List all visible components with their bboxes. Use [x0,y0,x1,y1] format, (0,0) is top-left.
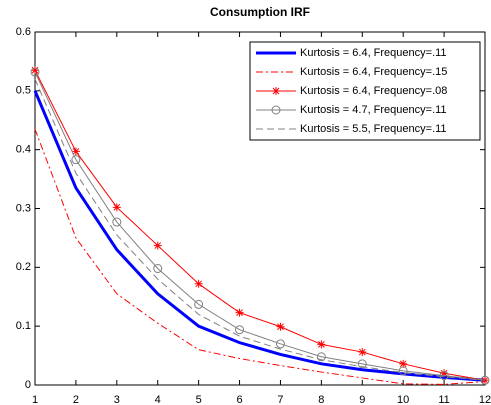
marker [439,371,449,381]
marker [358,348,367,357]
x-tick-label: 8 [318,394,324,405]
series-line [34,71,486,381]
series-line [33,90,486,382]
x-tick-label: 4 [155,394,161,405]
marker [398,366,408,376]
marker [271,105,281,115]
series-line [34,78,486,381]
x-tick-label: 3 [114,394,120,405]
legend-label: Kurtosis = 5.5, Frequency=.11 [300,123,447,135]
x-tick-label: 9 [359,394,365,405]
marker [235,325,245,335]
y-tick-label: 0.1 [16,320,31,332]
marker [399,359,408,368]
marker [440,369,449,378]
marker [275,339,285,349]
legend-label: Kurtosis = 6.4, Frequency=.15 [300,66,447,78]
y-tick-label: 0.3 [16,202,31,214]
x-tick-label: 1 [32,394,38,405]
marker [316,352,326,362]
x-tick-label: 10 [397,394,409,405]
marker [30,67,40,77]
marker [276,322,285,331]
legend-label: Kurtosis = 6.4, Frequency=.11 [300,47,447,59]
x-tick-label: 11 [438,394,449,405]
chart-title: Consumption IRF [210,5,310,19]
marker [357,359,367,369]
marker [194,299,204,309]
marker [71,155,81,165]
x-tick-label: 12 [479,394,491,405]
marker [31,66,39,75]
x-tick-label: 5 [196,394,202,405]
y-tick-label: 0.6 [16,26,31,38]
x-tick-label: 7 [277,394,283,405]
y-tick-label: 0.4 [16,144,31,156]
y-tick-label: 0.2 [16,261,31,273]
legend-label: Kurtosis = 6.4, Frequency=.08 [300,85,447,97]
x-tick-label: 2 [73,394,79,405]
y-tick-label: 0 [25,379,31,391]
marker [272,87,280,95]
marker [112,217,122,227]
marker [112,203,121,212]
marker [194,279,203,288]
series-line [34,128,486,385]
legend-label: Kurtosis = 4.7, Frequency=.11 [300,104,447,116]
marker [317,340,326,349]
marker [153,264,163,274]
y-tick-label: 0.5 [16,85,31,97]
marker [235,308,244,317]
x-tick-label: 6 [236,394,242,405]
marker [153,241,162,250]
marker [71,147,80,156]
series-line [34,70,486,381]
